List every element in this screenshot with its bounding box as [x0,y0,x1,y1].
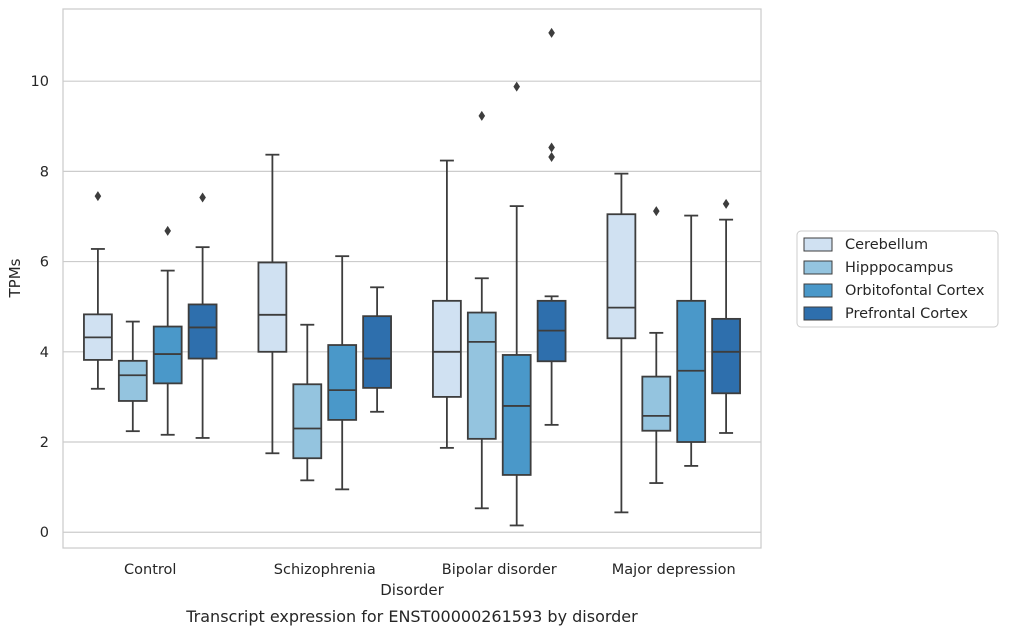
outlier-point [478,110,486,121]
y-tick-label: 0 [40,525,49,541]
iqr-box [292,383,323,460]
legend-swatch [803,306,833,321]
outlier-point [164,225,171,236]
plot-background [63,9,761,548]
outlier-point [548,27,555,38]
y-tick-label: 2 [40,435,49,451]
y-tick-label: 6 [40,255,49,271]
iqr-box [501,354,532,476]
box-3-3 [711,198,741,434]
x-tick-labels: Control Schizophrenia Bipolar disorder Majo… [124,562,736,578]
box-1-1 [292,323,323,482]
iqr-box [606,213,637,340]
iqr-box [641,375,672,432]
legend-swatch [803,237,833,252]
outlier-point [722,198,730,209]
iqr-box [117,359,148,402]
box-series [83,27,741,527]
box-2-1 [466,110,497,510]
legend-swatch [803,283,833,298]
iqr-box [257,261,288,353]
legend-label: Hipppocampus [845,260,953,276]
iqr-box [187,303,218,360]
box-1-2 [327,255,358,491]
x-axis-label: Disorder [380,581,444,599]
iqr-box [327,344,358,421]
legend: Cerebellum Hipppocampus Orbitofontal Corte… [796,230,999,328]
outlier-point [199,192,206,203]
iqr-box [711,317,741,395]
outlier-point [653,206,660,217]
legend-label: Prefrontal Cortex [845,306,968,322]
box-1-3 [362,286,392,413]
x-tick-label: Control [124,562,176,578]
y-tick-labels: 0 2 4 6 8 10 [31,74,49,541]
iqr-box [152,325,183,385]
box-0-2 [152,225,183,436]
figure-caption: Transcript expression for ENST0000026159… [185,607,638,626]
box-2-0 [432,159,462,449]
legend-swatch [803,260,833,275]
box-0-0 [83,191,113,390]
iqr-box [466,311,497,440]
y-axis-label: TPMs [6,258,24,298]
iqr-box [362,315,392,389]
legend-label: Cerebellum [845,237,928,253]
y-tick-label: 10 [31,74,49,90]
box-0-1 [117,320,148,433]
box-3-2 [676,214,707,467]
box-2-2 [501,81,532,527]
outlier-point [548,142,555,153]
iqr-box [432,299,462,398]
x-tick-label: Schizophrenia [274,562,376,578]
legend-label: Orbitofontal Cortex [845,283,985,299]
box-0-3 [187,192,218,439]
outlier-point [513,81,520,92]
legend-frame [796,230,999,328]
plot-frame [62,8,762,549]
box-3-0 [606,172,637,514]
y-tick-label: 8 [40,164,49,180]
outlier-point [94,191,102,202]
box-2-3 [536,27,567,426]
y-tick-label: 4 [40,345,49,361]
x-tick-label: Major depression [612,562,736,578]
x-tick-label: Bipolar disorder [442,562,557,578]
box-1-0 [257,153,288,455]
box-3-1 [641,206,672,484]
outlier-point [548,151,555,162]
